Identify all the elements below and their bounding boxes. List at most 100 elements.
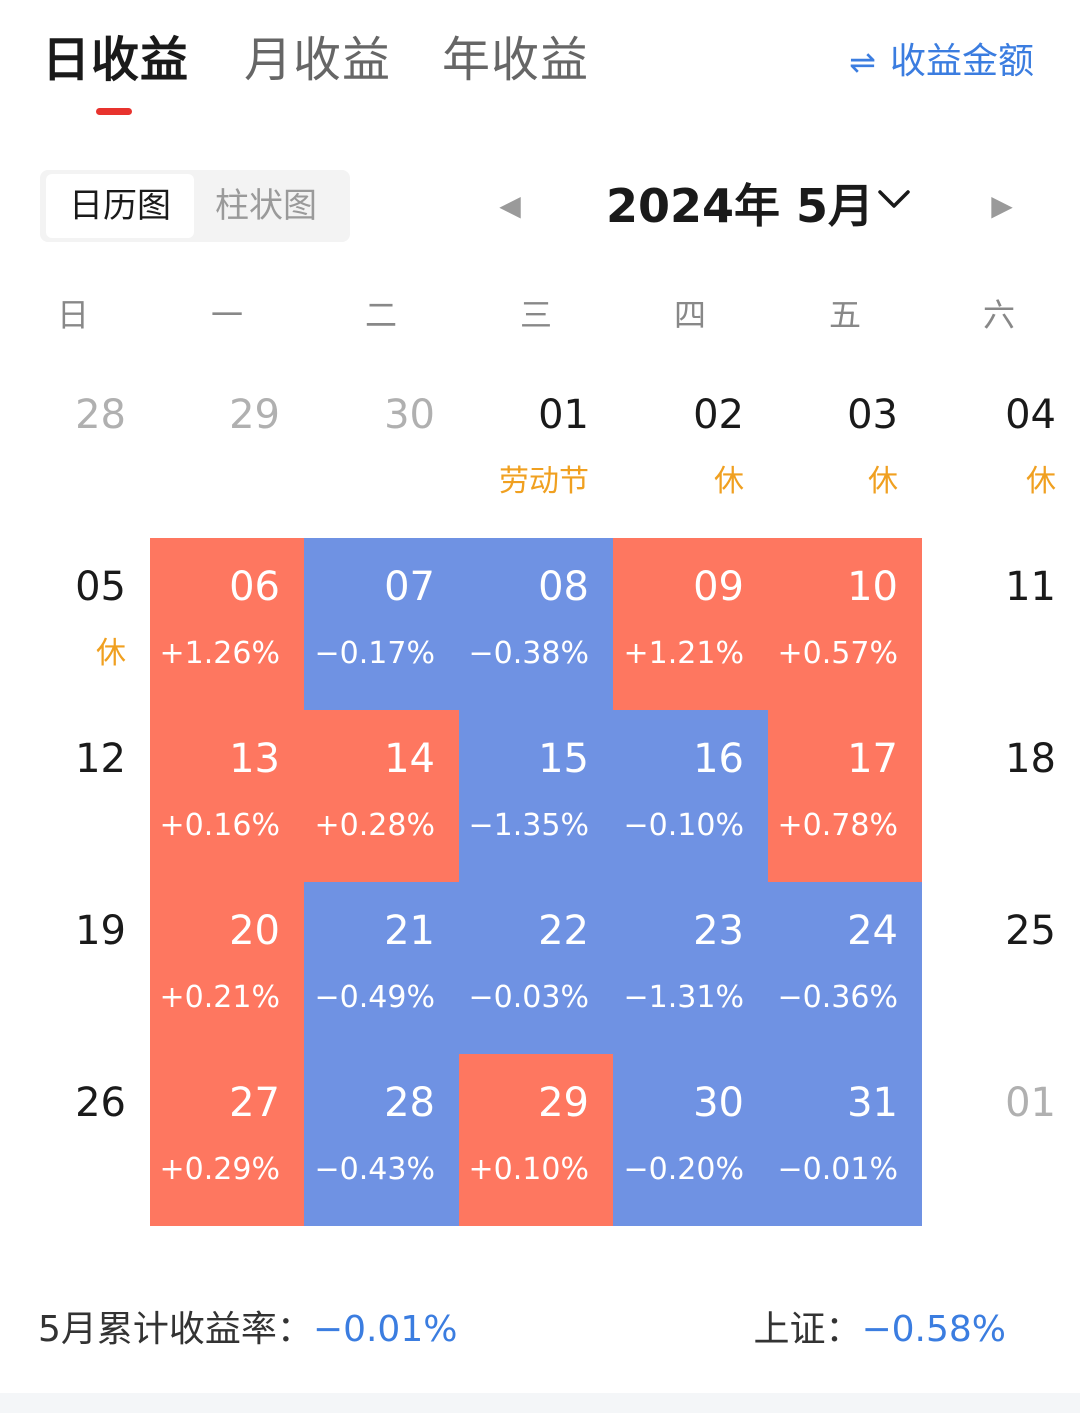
day-number: 05 — [75, 564, 126, 610]
calendar-day-cell[interactable]: 10 +0.57% — [768, 538, 922, 710]
daily-return-value: +1.26% — [159, 636, 280, 671]
calendar-day-cell[interactable]: 24 −0.36% — [768, 882, 922, 1054]
tab-monthly-return[interactable]: 月收益 — [244, 32, 392, 88]
calendar-day-cell[interactable]: 15 −1.35% — [459, 710, 613, 882]
day-number: 20 — [229, 908, 280, 954]
calendar-day-cell: 12 — [0, 710, 150, 882]
day-number: 12 — [75, 736, 126, 782]
tab-daily-return[interactable]: 日收益 — [42, 32, 190, 88]
day-number: 24 — [847, 908, 898, 954]
month-navigator: ◀ 2024年 5月 ▶ — [480, 170, 1040, 242]
calendar-day-cell[interactable]: 23 −1.31% — [613, 882, 768, 1054]
calendar-day-cell[interactable]: 08 −0.38% — [459, 538, 613, 710]
bottom-divider — [0, 1393, 1080, 1413]
chevron-down-icon[interactable] — [874, 180, 914, 220]
daily-return-value: +0.28% — [314, 808, 435, 843]
calendar-view-button[interactable]: 日历图 — [46, 174, 194, 238]
calendar-day-cell[interactable]: 16 −0.10% — [613, 710, 768, 882]
calendar-day-cell[interactable]: 28 −0.43% — [304, 1054, 459, 1226]
weekday-label: 四 — [673, 296, 706, 334]
day-number: 21 — [384, 908, 435, 954]
weekday-label: 一 — [210, 296, 243, 334]
calendar-day-cell: 28 — [0, 366, 150, 538]
tab-yearly-return[interactable]: 年收益 — [442, 32, 590, 88]
calendar-day-cell: 18 — [922, 710, 1080, 882]
day-number: 29 — [538, 1080, 589, 1126]
day-number: 27 — [229, 1080, 280, 1126]
day-number: 17 — [847, 736, 898, 782]
day-number: 30 — [384, 392, 435, 438]
cumulative-return-value: −0.01% — [312, 1309, 458, 1350]
calendar-day-cell: 05 休 — [0, 538, 150, 710]
daily-return-value: −0.17% — [314, 636, 435, 671]
day-number: 25 — [1005, 908, 1056, 954]
day-number: 16 — [693, 736, 744, 782]
next-month-icon[interactable]: ▶ — [991, 189, 1013, 222]
daily-return-value: +0.29% — [159, 1152, 280, 1187]
calendar-day-cell[interactable]: 27 +0.29% — [150, 1054, 304, 1226]
swap-arrows-icon: ⇌ — [849, 43, 876, 81]
day-number: 03 — [847, 392, 898, 438]
calendar-day-cell[interactable]: 29 +0.10% — [459, 1054, 613, 1226]
day-number: 23 — [693, 908, 744, 954]
calendar-day-cell[interactable]: 31 −0.01% — [768, 1054, 922, 1226]
day-number: 30 — [693, 1080, 744, 1126]
month-label[interactable]: 2024年 5月 — [606, 179, 875, 233]
day-number: 31 — [847, 1080, 898, 1126]
day-number: 06 — [229, 564, 280, 610]
calendar-day-cell[interactable]: 06 +1.26% — [150, 538, 304, 710]
holiday-label: 休 — [714, 464, 744, 499]
calendar-day-cell: 02 休 — [613, 366, 768, 538]
daily-return-value: −0.10% — [623, 808, 744, 843]
view-switch: 日历图 柱状图 — [40, 170, 350, 242]
calendar-day-cell[interactable]: 17 +0.78% — [768, 710, 922, 882]
daily-return-value: −0.01% — [777, 1152, 898, 1187]
day-number: 26 — [75, 1080, 126, 1126]
calendar-day-cell: 01 劳动节 — [459, 366, 613, 538]
day-number: 04 — [1005, 392, 1056, 438]
toggle-amount-button[interactable]: ⇌ 收益金额 — [849, 38, 1034, 86]
daily-return-value: −0.36% — [777, 980, 898, 1015]
calendar-day-cell: 25 — [922, 882, 1080, 1054]
day-number: 22 — [538, 908, 589, 954]
calendar-day-cell: 26 — [0, 1054, 150, 1226]
day-number: 19 — [75, 908, 126, 954]
previous-month-icon[interactable]: ◀ — [499, 189, 521, 222]
cumulative-return: 5月累计收益率：−0.01% — [38, 1300, 457, 1360]
daily-return-value: −0.03% — [468, 980, 589, 1015]
day-number: 08 — [538, 564, 589, 610]
bar-view-button[interactable]: 柱状图 — [215, 186, 317, 226]
daily-return-value: −1.31% — [623, 980, 744, 1015]
day-number: 11 — [1005, 564, 1056, 610]
daily-return-value: −0.38% — [468, 636, 589, 671]
day-number: 18 — [1005, 736, 1056, 782]
calendar-day-cell[interactable]: 21 −0.49% — [304, 882, 459, 1054]
calendar-day-cell[interactable]: 30 −0.20% — [613, 1054, 768, 1226]
day-number: 09 — [693, 564, 744, 610]
daily-return-value: +1.21% — [623, 636, 744, 671]
calendar-day-cell: 03 休 — [768, 366, 922, 538]
top-tab-bar: 日收益 月收益 年收益 ⇌ 收益金额 — [0, 0, 1080, 130]
holiday-label: 休 — [1026, 464, 1056, 499]
calendar-day-cell[interactable]: 13 +0.16% — [150, 710, 304, 882]
weekday-label: 日 — [56, 296, 89, 334]
calendar-day-cell[interactable]: 07 −0.17% — [304, 538, 459, 710]
daily-return-value: −0.43% — [314, 1152, 435, 1187]
calendar-day-cell[interactable]: 22 −0.03% — [459, 882, 613, 1054]
summary-bar: 5月累计收益率：−0.01% 上证：−0.58% — [0, 1300, 1080, 1360]
weekday-label: 二 — [364, 296, 397, 334]
weekday-label: 五 — [828, 296, 861, 334]
day-number: 28 — [75, 392, 126, 438]
calendar-day-cell: 19 — [0, 882, 150, 1054]
daily-return-value: +0.16% — [159, 808, 280, 843]
daily-return-value: +0.10% — [468, 1152, 589, 1187]
index-return-value: −0.58% — [861, 1309, 1006, 1350]
calendar-day-cell[interactable]: 20 +0.21% — [150, 882, 304, 1054]
daily-return-value: +0.21% — [159, 980, 280, 1015]
day-number: 13 — [229, 736, 280, 782]
calendar-day-cell[interactable]: 09 +1.21% — [613, 538, 768, 710]
calendar-day-cell[interactable]: 14 +0.28% — [304, 710, 459, 882]
index-return-label: 上证： — [753, 1309, 862, 1350]
active-tab-indicator — [96, 108, 132, 115]
daily-return-value: −0.20% — [623, 1152, 744, 1187]
